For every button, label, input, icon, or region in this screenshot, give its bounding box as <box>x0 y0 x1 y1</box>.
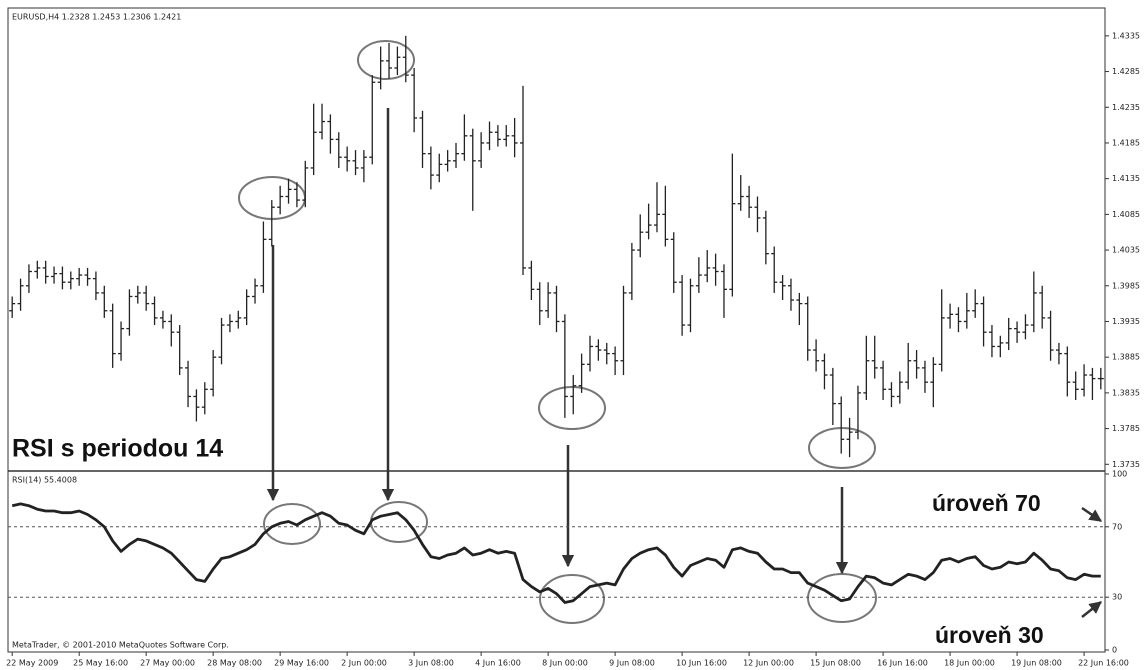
y-tick-label: 1.4335 <box>1112 31 1140 40</box>
circle <box>539 574 605 624</box>
y-tick-label: 1.3935 <box>1112 317 1140 326</box>
y-tick-label: 100 <box>1112 470 1127 479</box>
circle <box>263 503 321 545</box>
x-tick-label: 8 Jun 00:00 <box>542 659 588 668</box>
y-tick-label: 1.4285 <box>1112 67 1140 76</box>
x-tick-label: 25 May 16:00 <box>73 659 128 668</box>
rsi-line <box>11 502 1101 604</box>
rsi-title: RSI(14) 55.4008 <box>12 476 77 485</box>
y-tick-label: 1.3985 <box>1112 281 1140 290</box>
x-tick-label: 27 May 00:00 <box>140 659 195 668</box>
circle <box>357 40 415 80</box>
x-tick-label: 12 Jun 00:00 <box>743 659 794 668</box>
y-tick-label: 1.3735 <box>1112 460 1140 469</box>
arrow <box>1081 601 1102 618</box>
y-tick-label: 1.4085 <box>1112 210 1140 219</box>
x-tick-label: 3 Jun 08:00 <box>408 659 454 668</box>
y-tick-label: 1.4185 <box>1112 138 1140 147</box>
x-tick-label: 10 Jun 16:00 <box>676 659 727 668</box>
y-tick-label: 1.3835 <box>1112 388 1140 397</box>
y-tick-label: 30 <box>1112 593 1122 602</box>
x-tick-label: 16 Jun 16:00 <box>877 659 928 668</box>
level-30-note: úroveň 30 <box>935 622 1044 648</box>
x-tick-label: 28 May 08:00 <box>207 659 262 668</box>
x-tick-label: 9 Jun 08:00 <box>609 659 655 668</box>
x-tick-label: 15 Jun 08:00 <box>810 659 861 668</box>
y-tick-label: 1.4235 <box>1112 103 1140 112</box>
x-tick-label: 29 May 16:00 <box>274 659 329 668</box>
x-tick-label: 22 May 2009 <box>6 659 58 668</box>
rsi-annotation: RSI s periodou 14 <box>12 435 223 463</box>
annotations <box>238 40 1103 624</box>
footer: MetaTrader, © 2001-2010 MetaQuotes Softw… <box>12 641 229 650</box>
x-tick-label: 22 Jun 16:00 <box>1078 659 1129 668</box>
x-tick-label: 19 Jun 08:00 <box>1011 659 1062 668</box>
y-tick-label: 1.4035 <box>1112 246 1140 255</box>
level-70-note: úroveň 70 <box>932 490 1041 516</box>
circle <box>808 427 876 469</box>
x-tick-label: 18 Jun 00:00 <box>944 659 995 668</box>
y-tick-label: 1.3785 <box>1112 424 1140 433</box>
x-tick-label: 4 Jun 16:00 <box>475 659 521 668</box>
y-tick-label: 70 <box>1112 522 1122 531</box>
y-tick-label: 0 <box>1112 646 1117 655</box>
y-tick-label: 1.4135 <box>1112 174 1140 183</box>
price-title: EURUSD,H4 1.2328 1.2453 1.2306 1.2421 <box>12 13 181 22</box>
circle <box>538 386 606 430</box>
x-tick-label: 2 Jun 00:00 <box>341 659 387 668</box>
y-tick-label: 1.3885 <box>1112 353 1140 362</box>
arrow <box>1081 506 1103 523</box>
